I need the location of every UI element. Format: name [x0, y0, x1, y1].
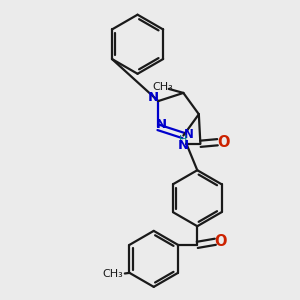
Text: CH₃: CH₃: [153, 82, 173, 92]
Text: N: N: [156, 118, 167, 131]
Text: O: O: [215, 234, 227, 249]
Text: N: N: [184, 128, 194, 141]
Text: N: N: [148, 92, 159, 104]
Text: CH₃: CH₃: [103, 269, 123, 279]
Text: N: N: [178, 139, 189, 152]
Text: O: O: [217, 135, 229, 150]
Text: H: H: [179, 135, 188, 145]
